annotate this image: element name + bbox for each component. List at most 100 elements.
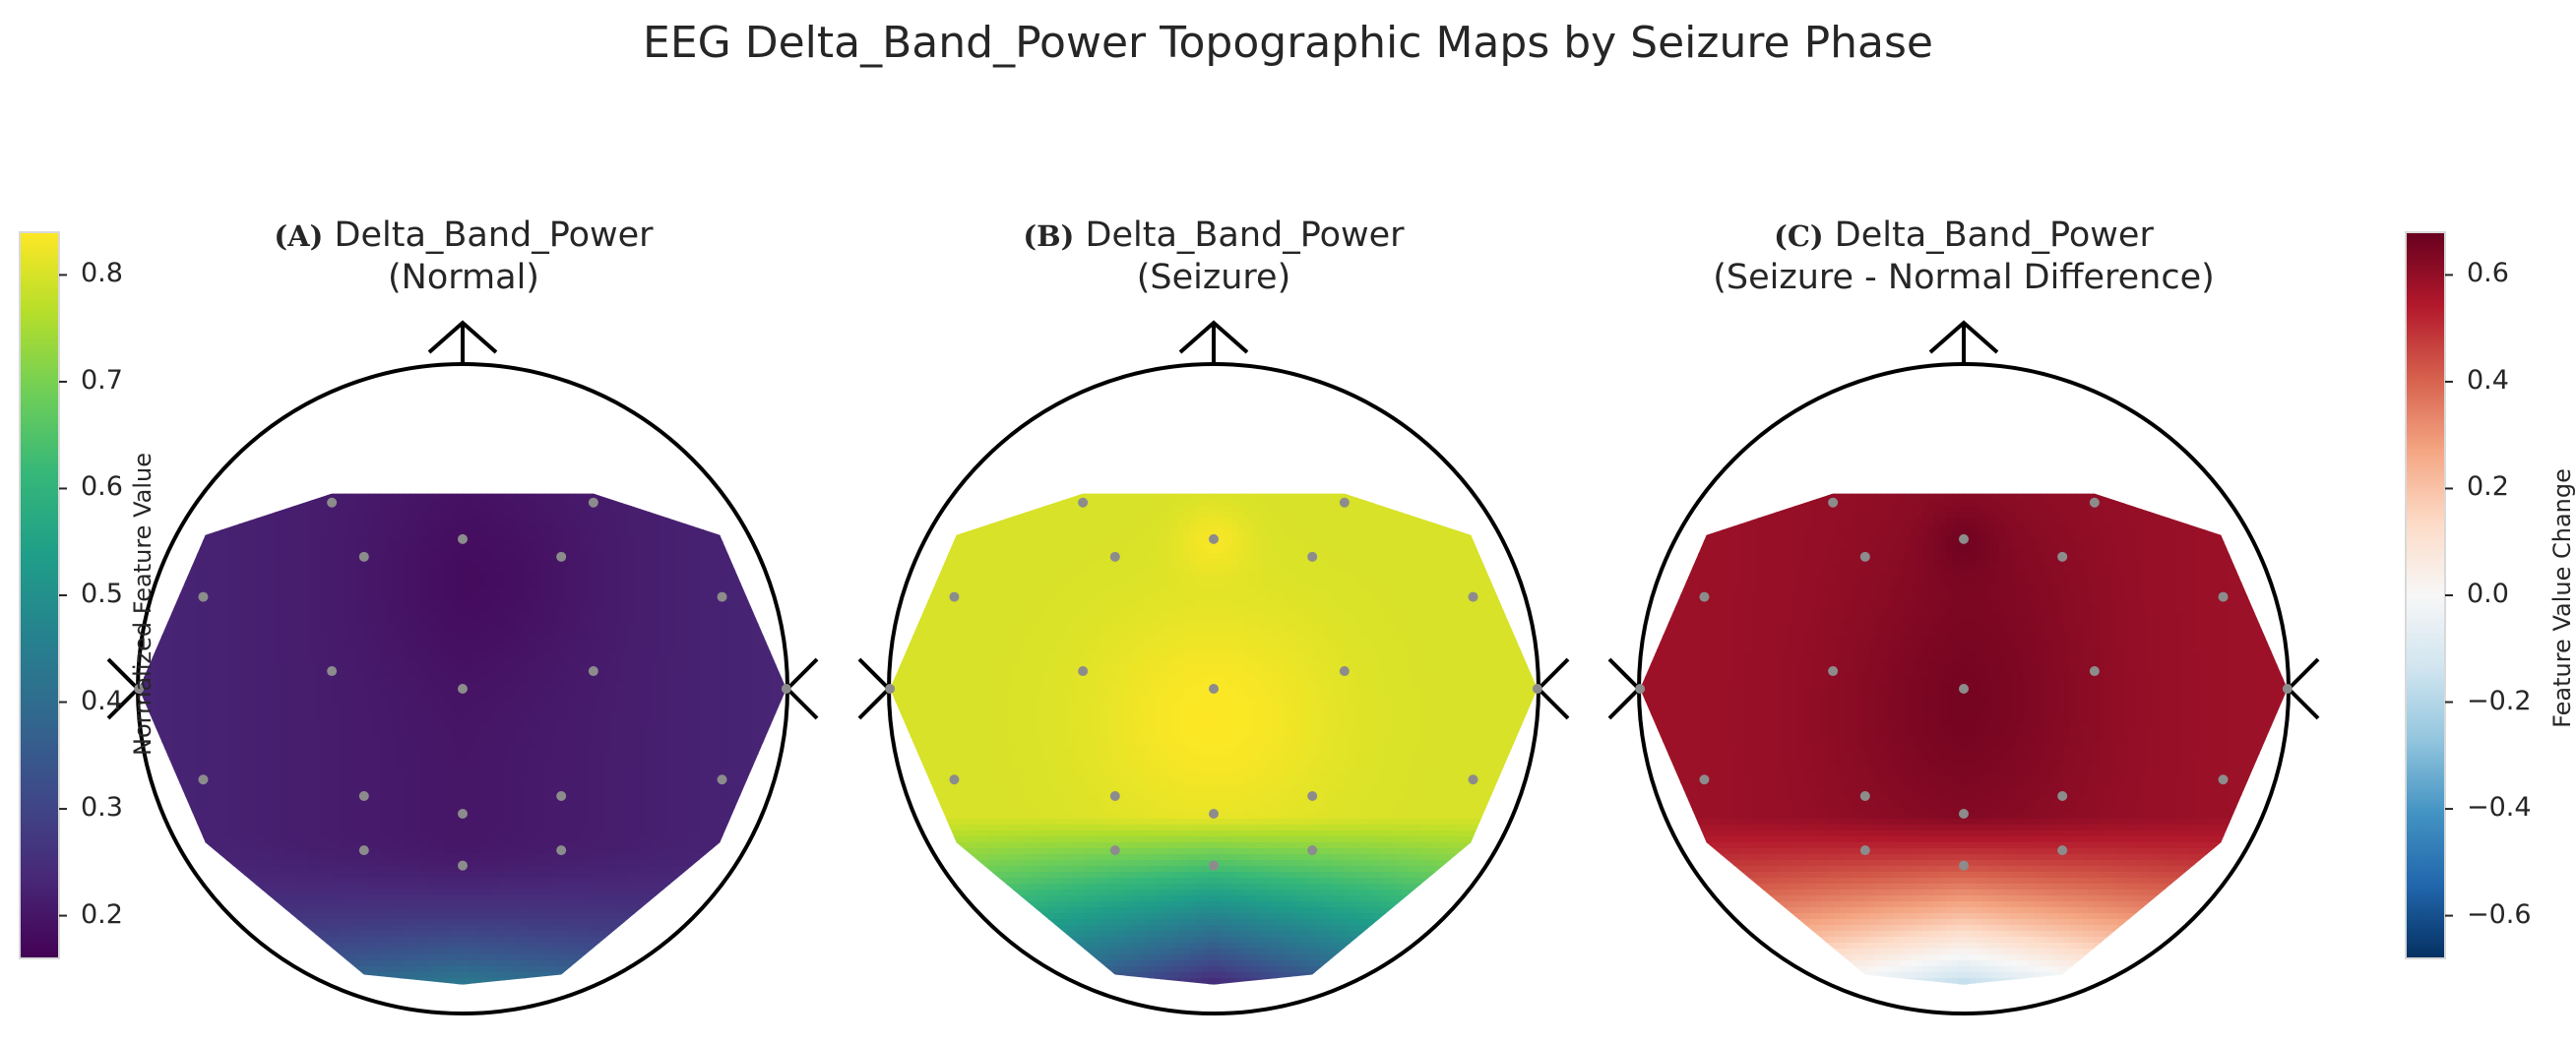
left-colorbar-tick-label: 0.8 [81,258,123,288]
electrode-dot [949,774,960,785]
electrode-dot [358,551,369,562]
electrode-dot [2282,684,2293,694]
right-ear-b [1536,657,1570,720]
right-colorbar [2405,231,2446,959]
electrode-dot [458,808,468,819]
electrode-dot [1828,497,1839,508]
electrode-dot [2057,551,2068,562]
electrode-dot [1959,808,1969,819]
electrode-dot [1109,791,1120,802]
electrode-dot [1959,533,1969,544]
topomap-panel-a [106,320,819,1015]
electrode-dot [2057,845,2068,856]
panel-b-letter: (B) [1023,219,1074,253]
topomap-panel-b [857,320,1570,1015]
electrode-dot [1468,591,1478,602]
right-colorbar-tick-label: 0.4 [2467,365,2509,396]
electrode-dot [1959,860,1969,871]
electrode-dot [1209,860,1219,871]
electrode-dot [556,791,567,802]
panel-c-title: (C) Delta_Band_Power (Seizure - Normal D… [1570,215,2357,298]
electrodes-c [1635,497,2293,871]
panel-b-title-line1: Delta_Band_Power [1086,215,1405,255]
electrode-dot [1532,684,1542,694]
panel-c-letter: (C) [1774,219,1824,253]
electrode-dot [198,774,209,785]
electrode-dot [2218,774,2229,785]
left-ear-c [1607,657,1642,720]
topomap-panel-c [1607,320,2320,1015]
electrode-dot [458,533,468,544]
electrode-dot [1078,666,1089,677]
electrode-dot [2089,666,2100,677]
electrode-dot [1109,551,1120,562]
electrode-dot [1339,666,1350,677]
left-colorbar-label: Normalized Feature Value [129,452,157,757]
electrode-dot [1307,791,1318,802]
right-colorbar-tick-label: 0.2 [2467,471,2509,502]
electrode-dot [781,684,791,694]
electrode-dot [588,497,598,508]
electrode-dot [1339,497,1350,508]
electrode-dot [134,684,145,694]
figure-title: EEG Delta_Band_Power Topographic Maps by… [0,18,2576,68]
electrode-dot [1209,808,1219,819]
panel-b-title: (B) Delta_Band_Power (Seizure) [820,215,1607,298]
electrodes-a [134,497,791,871]
electrode-dot [458,684,468,694]
electrode-dot [949,591,960,602]
electrode-dot [1859,845,1870,856]
right-colorbar-tick-label: −0.6 [2467,899,2532,930]
right-ear-a [785,657,819,720]
electrode-dot [1859,791,1870,802]
electrode-dot [556,551,567,562]
left-ear-b [857,657,892,720]
electrode-dot [358,845,369,856]
right-colorbar-tick-label: −0.2 [2467,686,2532,716]
electrode-dot [1468,774,1478,785]
electrode-dot [1828,666,1839,677]
right-colorbar-tick-label: 0.6 [2467,258,2509,288]
right-colorbar-tick-label: −0.4 [2467,792,2532,823]
electrode-dot [1109,845,1120,856]
electrode-dot [1307,551,1318,562]
left-colorbar-tick-label: 0.3 [81,792,123,823]
electrode-dot [1209,684,1219,694]
left-colorbar-tick-label: 0.2 [81,899,123,930]
panel-a-letter: (A) [274,219,323,253]
electrode-dot [1635,684,1646,694]
panel-a-title-line1: Delta_Band_Power [335,215,654,255]
left-colorbar-tick-label: 0.7 [81,365,123,396]
topomap-field-c [1640,493,2288,985]
panel-c-title-line1: Delta_Band_Power [1835,215,2154,255]
panel-b-title-line2: (Seizure) [1137,258,1291,297]
electrode-dot [717,774,727,785]
electrode-dot [1307,845,1318,856]
electrode-dot [358,791,369,802]
electrode-dot [1859,551,1870,562]
electrode-dot [1699,774,1710,785]
right-ear-c [2286,657,2320,720]
electrode-dot [1078,497,1089,508]
electrode-dot [556,845,567,856]
electrode-dot [2057,791,2068,802]
electrode-dot [1209,533,1219,544]
electrode-dot [327,497,338,508]
right-colorbar-label: Feature Value Change [2548,446,2576,751]
electrode-dot [588,666,598,677]
right-colorbar-bar [2405,231,2446,959]
left-colorbar-bar [19,231,60,959]
electrode-dot [717,591,727,602]
left-colorbar [19,231,60,959]
panel-a-title-line2: (Normal) [388,258,539,297]
electrode-dot [327,666,338,677]
electrode-dot [458,860,468,871]
panel-a-title: (A) Delta_Band_Power (Normal) [70,215,857,298]
electrode-dot [198,591,209,602]
panel-c-title-line2: (Seizure - Normal Difference) [1713,258,2215,297]
left-colorbar-tick-label: 0.4 [81,686,123,716]
left-colorbar-tick-label: 0.6 [81,471,123,502]
left-colorbar-tick-label: 0.5 [81,579,123,609]
electrode-dot [885,684,896,694]
